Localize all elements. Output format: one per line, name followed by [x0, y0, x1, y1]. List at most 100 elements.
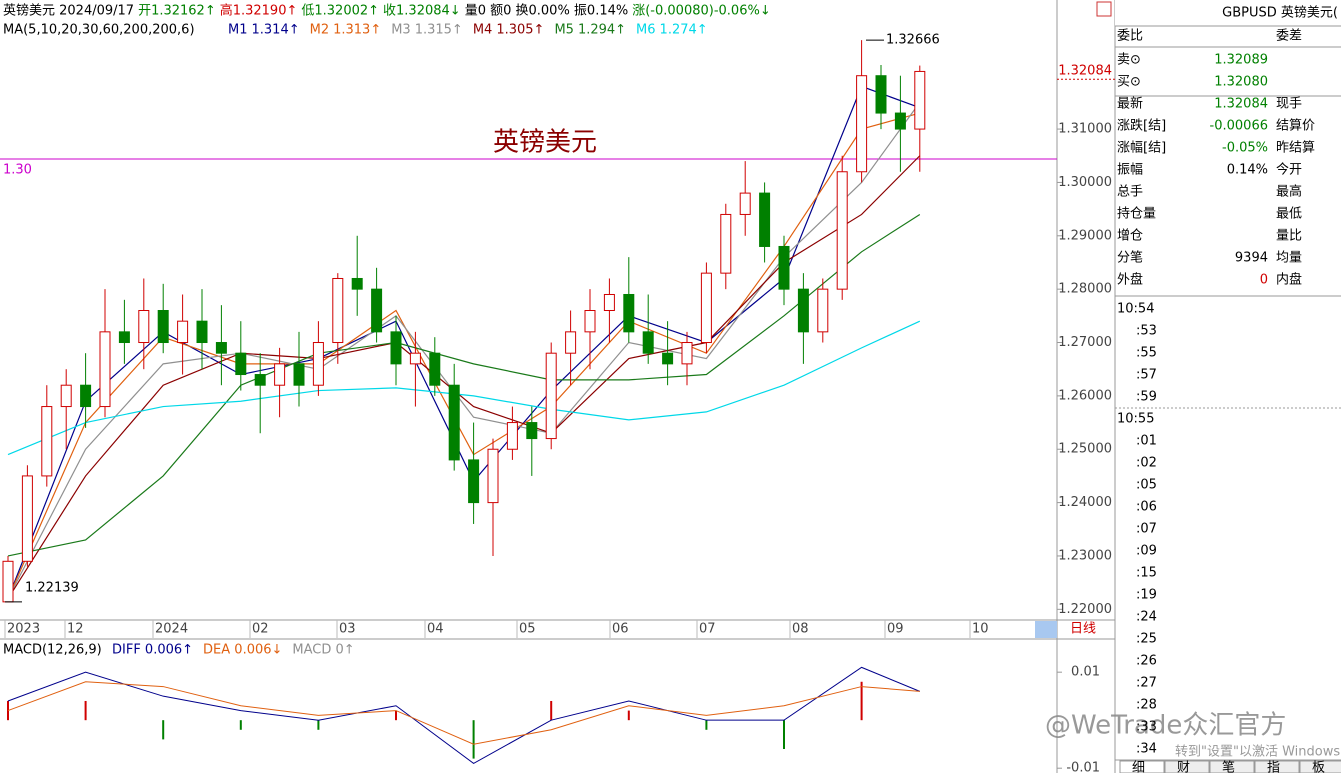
candle-body — [99, 331, 111, 408]
tab-label[interactable]: 细 — [1132, 761, 1145, 776]
candle-body — [351, 277, 363, 290]
watermark: @WeTrade众汇官方 — [1045, 711, 1286, 741]
quote-label: 最低 — [1276, 207, 1302, 222]
x-tick-label: 07 — [699, 622, 716, 637]
candle-body — [332, 277, 344, 344]
header-item: 收1.32084↓ — [383, 4, 461, 19]
candle-body — [642, 331, 654, 354]
macd-line — [7, 666, 920, 764]
quote-label: 内盘 — [1276, 272, 1302, 288]
x-tick-label: 05 — [519, 622, 536, 637]
x-tick-label: 10 — [972, 622, 989, 637]
candle-body — [196, 320, 208, 344]
candle-body — [41, 406, 53, 477]
quote-label: 增仓 — [1117, 229, 1143, 244]
tick-time: :27 — [1136, 676, 1157, 691]
header-item: 高1.32190↑ — [220, 3, 298, 19]
candle-body — [138, 310, 150, 344]
candle-body — [778, 245, 790, 290]
quote-label: 涨跌[结] — [1117, 118, 1166, 134]
quote-label: 最高 — [1276, 184, 1302, 200]
low-label: 1.22139 — [25, 580, 79, 595]
ma-legend-value: 1.274↑ — [660, 23, 708, 38]
header-item: 涨(-0.00080)-0.06%↓ — [632, 4, 770, 19]
last-price-label: 1.32084 — [1058, 64, 1112, 79]
tick-time: 10:54 — [1117, 302, 1154, 317]
x-tick-label: 02 — [252, 622, 269, 637]
ma-legend-value: 1.315↑ — [415, 23, 463, 38]
tick-time: :09 — [1136, 544, 1157, 559]
quote-label: 现手 — [1276, 97, 1302, 112]
x-tick-label: 03 — [339, 622, 356, 637]
quote-label: 分笔 — [1117, 250, 1143, 266]
tick-time: :02 — [1136, 456, 1157, 471]
ma-legend-value: 1.313↑ — [333, 23, 381, 38]
candle-body — [254, 374, 266, 386]
tick-time: :25 — [1136, 632, 1157, 647]
y-tick-label: 1.30000 — [1058, 175, 1112, 190]
candle-body — [235, 352, 247, 376]
ma-legend-value: 1.305↑ — [496, 23, 544, 38]
quote-label: 委差 — [1276, 29, 1302, 44]
candle-body — [545, 352, 557, 440]
y-tick-label: 1.25000 — [1058, 442, 1112, 457]
candle-body — [177, 320, 189, 344]
candle-body — [390, 331, 402, 365]
quote-value: -0.00066 — [1210, 119, 1268, 134]
y-tick-label: 1.22000 — [1058, 602, 1112, 617]
header-item: 低1.32002↑ — [301, 4, 379, 19]
y-tick-label: 1.26000 — [1058, 388, 1112, 403]
macd-legend: DEA 0.006↓ — [203, 643, 282, 658]
candle-body — [409, 352, 421, 365]
ma-legend-name: M4 — [473, 23, 493, 38]
tab-label[interactable]: 指 — [1267, 761, 1280, 776]
candle-body — [662, 352, 674, 365]
macd-bar — [550, 700, 553, 721]
quote-label: 总手 — [1117, 185, 1143, 200]
quote-value: -0.05% — [1222, 141, 1268, 156]
macd-bar — [239, 720, 242, 730]
candle-body — [21, 475, 33, 562]
x-tick-label: 2024 — [155, 622, 188, 637]
y-tick-label: 0.01 — [1071, 665, 1100, 680]
quote-value: 1.32080 — [1214, 75, 1268, 90]
candle-body — [759, 192, 771, 247]
header-item: 开1.32162↑ — [138, 4, 216, 19]
candle-body — [371, 288, 383, 333]
quote-label: 均量 — [1276, 251, 1302, 266]
quote-label: 外盘 — [1117, 272, 1143, 288]
tab-label[interactable]: 笔 — [1222, 760, 1235, 776]
candle-body — [487, 448, 499, 504]
tick-time: :59 — [1136, 390, 1157, 405]
header-item: 量0 额0 换0.00% 振0.14% — [465, 4, 629, 19]
candle-body — [60, 384, 72, 408]
tick-time: :01 — [1136, 434, 1157, 449]
y-tick-label: 1.27000 — [1058, 335, 1112, 350]
candle-body — [603, 293, 615, 312]
quote-label: 卖⊙ — [1117, 53, 1141, 68]
candle-body — [448, 384, 460, 461]
quote-label: 结算价 — [1276, 119, 1315, 134]
tick-time: :28 — [1136, 698, 1157, 713]
y-tick-label: 1.23000 — [1058, 548, 1112, 563]
quote-label: 委比 — [1117, 29, 1143, 44]
candle-body — [293, 363, 305, 386]
macd-legend: DIFF 0.006↑ — [112, 643, 193, 658]
macd-bar — [783, 720, 785, 749]
window-button[interactable] — [1096, 1, 1112, 17]
quote-label: 今开 — [1276, 162, 1302, 178]
tick-time: :34 — [1136, 742, 1157, 757]
y-tick-label: 1.31000 — [1058, 122, 1112, 137]
ma-line — [7, 213, 921, 557]
x-tick-label: 04 — [427, 622, 444, 637]
scroll-box[interactable] — [1035, 621, 1057, 638]
candle-body — [312, 342, 324, 386]
tab-label[interactable]: 板 — [1312, 761, 1325, 776]
ma-legend-name: M6 — [636, 23, 656, 38]
macd-line — [7, 681, 920, 745]
tab-label[interactable]: 财 — [1177, 761, 1190, 776]
ma-legend-value: 1.294↑ — [578, 23, 626, 38]
period-label[interactable]: 日线 — [1070, 622, 1096, 637]
ma-legend-name: M2 — [310, 23, 330, 38]
